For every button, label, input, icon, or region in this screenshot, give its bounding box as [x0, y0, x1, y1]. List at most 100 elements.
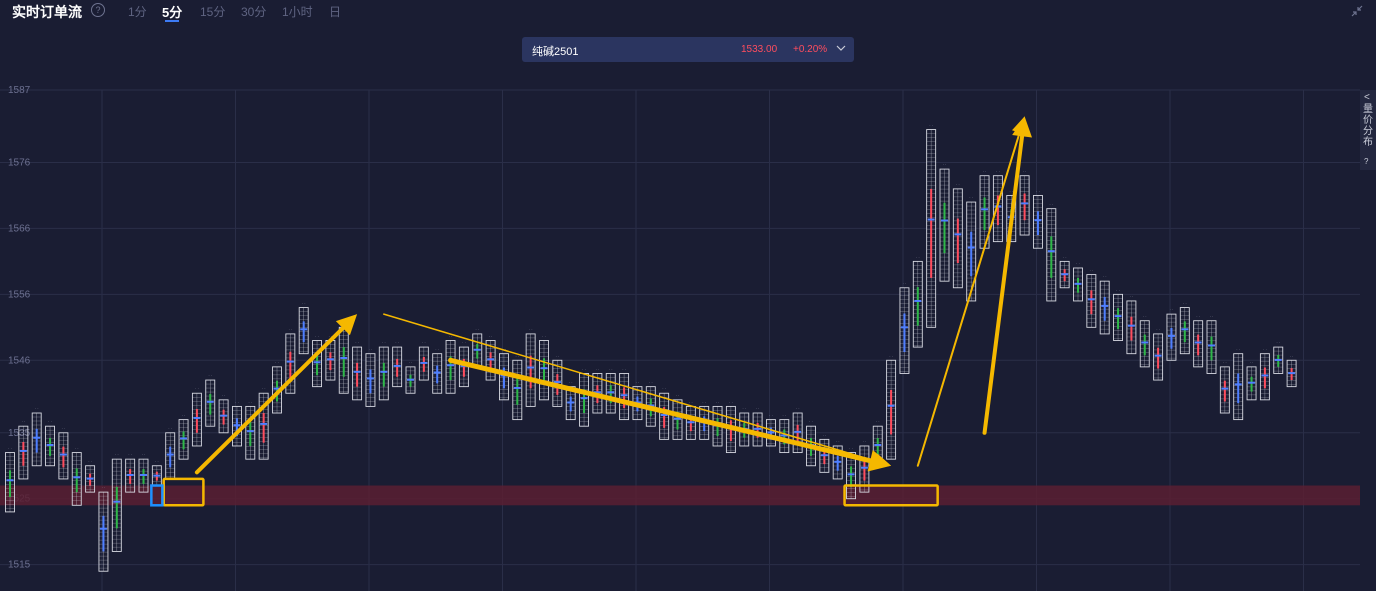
footprint-bar: · · — [979, 169, 990, 249]
svg-text:· ·: · · — [395, 340, 399, 345]
footprint-bar: · · — [258, 386, 269, 460]
svg-text:· ·: · · — [1036, 188, 1040, 193]
svg-text:· ·: · · — [489, 334, 493, 339]
volume-profile-help-icon[interactable]: ? — [1364, 157, 1369, 166]
svg-text:· ·: · · — [422, 340, 426, 345]
footprint-bar: · · — [1166, 307, 1177, 361]
footprint-bar: · · — [272, 360, 282, 414]
footprint-bar: · · — [645, 380, 656, 427]
svg-text:· ·: · · — [382, 340, 386, 345]
footprint-bar: · · — [565, 380, 576, 421]
footprint-bar: · · — [966, 195, 977, 302]
svg-text:· ·: · · — [1170, 307, 1174, 312]
svg-text:· ·: · · — [555, 353, 559, 358]
svg-text:· ·: · · — [329, 334, 333, 339]
symbol-price: 1533.00 — [741, 44, 778, 55]
svg-text:· ·: · · — [983, 169, 987, 174]
footprint-bar: · · — [231, 399, 242, 447]
svg-text:· ·: · · — [822, 432, 826, 437]
footprint-bar: · · — [312, 334, 322, 388]
footprint-bar: · · — [912, 254, 923, 348]
y-tick-label: 1556 — [8, 289, 31, 300]
footprint-bar: · · — [1246, 360, 1257, 401]
tab-15min[interactable]: 15分 — [200, 5, 226, 19]
trend-arrow — [916, 116, 1028, 467]
svg-text:· ·: · · — [1089, 268, 1093, 273]
svg-text:· ·: · · — [288, 327, 292, 332]
footprint-bar: · · — [138, 452, 149, 493]
symbol-selector[interactable]: 纯碱2501 1533.00 +0.20% — [522, 37, 854, 62]
svg-text:· ·: · · — [649, 380, 653, 385]
svg-text:· ·: · · — [582, 366, 586, 371]
svg-text:· ·: · · — [235, 399, 239, 404]
highlight-box — [162, 477, 205, 507]
footprint-bar: · · — [605, 366, 616, 414]
footprint-bar: · · — [392, 340, 403, 388]
svg-text:· ·: · · — [956, 182, 960, 187]
tab-1min[interactable]: 1分 — [128, 5, 147, 19]
svg-text:· ·: · · — [1223, 360, 1227, 365]
footprint-bar: · · — [886, 353, 897, 460]
help-icon[interactable]: ? — [91, 3, 105, 17]
svg-text:· ·: · · — [1063, 254, 1067, 259]
footprint-bar: · · — [1139, 314, 1150, 368]
footprint-bar: · · — [245, 399, 256, 460]
svg-text:· ·: · · — [1116, 287, 1120, 292]
footprint-bar: · · — [739, 406, 750, 447]
footprint-bar: · · — [125, 452, 136, 493]
footprint-bar: · · — [218, 393, 229, 434]
footprint-bar: · · — [659, 386, 670, 440]
svg-text:· ·: · · — [943, 162, 947, 167]
svg-text:· ·: · · — [529, 327, 533, 332]
footprint-bar: · · — [846, 446, 856, 500]
footprint-bar: · · — [58, 426, 69, 480]
svg-text:· ·: · · — [916, 254, 920, 259]
svg-text:· ·: · · — [75, 446, 79, 451]
svg-text:· ·: · · — [929, 123, 933, 128]
footprint-bar: · · — [512, 353, 523, 421]
svg-text:· ·: · · — [88, 459, 92, 464]
tab-5min[interactable]: 5分 — [162, 5, 183, 20]
svg-text:· ·: · · — [155, 459, 159, 464]
y-tick-label: 1576 — [8, 158, 31, 169]
svg-text:· ·: · · — [62, 426, 66, 431]
svg-text:· ·: · · — [1143, 314, 1147, 319]
tab-1hour[interactable]: 1小时 — [282, 5, 313, 19]
svg-text:· ·: · · — [542, 334, 546, 339]
svg-text:· ·: · · — [35, 406, 39, 411]
tab-day[interactable]: 日 — [329, 5, 342, 19]
footprint-bar: · · — [832, 439, 843, 480]
footprint-bar: · · — [472, 327, 483, 368]
y-tick-label: 1566 — [8, 223, 31, 234]
svg-text:· ·: · · — [449, 334, 453, 339]
svg-text:· ·: · · — [609, 366, 613, 371]
svg-text:· ·: · · — [1290, 353, 1294, 358]
svg-text:· ·: · · — [1049, 202, 1053, 207]
svg-text:· ·: · · — [355, 340, 359, 345]
footprint-bar: · · — [672, 393, 683, 440]
chevron-down-icon — [836, 45, 846, 51]
svg-text:· ·: · · — [1250, 360, 1254, 365]
svg-text:· ·: · · — [903, 281, 907, 286]
volume-profile-tab[interactable]: < 量价分布 ? — [1360, 90, 1376, 170]
footprint-bar: · · — [325, 334, 336, 381]
tab-30min[interactable]: 30分 — [241, 5, 267, 19]
svg-text:· ·: · · — [689, 399, 693, 404]
svg-text:· ·: · · — [102, 485, 106, 490]
svg-text:· ·: · · — [569, 380, 573, 385]
footprint-bar: · · — [1113, 287, 1124, 341]
footprint-bar: · · — [899, 281, 910, 374]
svg-text:· ·: · · — [315, 334, 319, 339]
footprint-bar: · · — [1046, 202, 1057, 302]
footprint-bar: · · — [592, 366, 603, 414]
svg-text:· ·: · · — [475, 327, 479, 332]
footprint-bar: · · — [1206, 314, 1217, 374]
svg-text:· ·: · · — [969, 195, 973, 200]
y-tick-label: 1515 — [8, 560, 31, 571]
svg-text:· ·: · · — [849, 446, 853, 451]
svg-text:· ·: · · — [208, 373, 212, 378]
footprint-bar: · · — [1059, 254, 1070, 289]
footprint-bar: · · — [191, 386, 202, 447]
active-tab-indicator — [165, 20, 179, 22]
shrink-icon[interactable] — [1350, 4, 1364, 18]
